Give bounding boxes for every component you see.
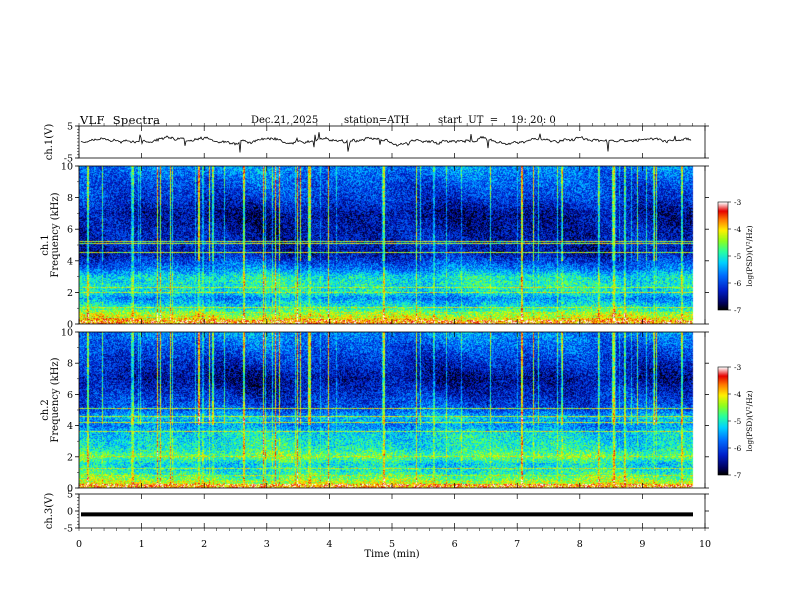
colorbar-tick-label: -6 [734,279,742,288]
ch1-freq-tick-label: 2 [67,288,73,299]
ch1-spectrogram-panel: 0 2 4 6 8 10 ch.1 Frequency (kHz) [40,162,709,331]
ch1-voltage-trace [80,132,692,153]
ch1-spectrogram-y-ticks: 0 2 4 6 8 10 [61,162,709,331]
colorbar-tick-label: -4 [734,225,742,234]
time-tick-label: 2 [201,539,207,550]
ch2-spectrogram-panel: 0 2 4 6 8 10 ch.2 Frequency (kHz) [40,328,709,495]
ch1-colorbar-ticks: -3 -4 -5 -6 -7 [728,198,742,315]
time-tick-label: 10 [699,539,711,550]
ch1-spectrogram-y-label-top: ch.1 [40,234,51,256]
time-tick-label: 7 [514,539,520,550]
ch1-y-tick-label: -5 [64,154,73,165]
ch2-spectrogram-y-label-top: ch.2 [40,399,51,421]
colorbar-tick-label: -7 [734,471,742,480]
ch1-y-ticks: 5 -5 [64,122,709,165]
time-tick-label: 9 [639,539,645,550]
time-tick-label: 4 [326,539,332,550]
colorbar-tick-label: -6 [734,444,742,453]
ch2-spectrogram-y-ticks: 0 2 4 6 8 10 [61,328,709,495]
ch2-freq-tick-label: 6 [67,390,73,401]
ch1-y-tick-label: 5 [67,122,73,133]
ch1-colorbar: -3 -4 -5 -6 -7 log(PSD)(V²/Hz) [717,198,754,315]
ch1-freq-tick-label: 8 [67,193,73,204]
ch3-y-tick-label: -5 [64,524,73,535]
ch3-frame [78,493,706,529]
figure-title: VLF Spectra [80,113,161,127]
ch3-panel: 5 0 -5 ch.3(V) [44,490,709,535]
ch2-colorbar-ticks: -3 -4 -5 -6 -7 [728,363,742,480]
ch1-panel: 5 -5 ch.1(V) [44,122,709,165]
ch2-freq-tick-label: 4 [67,421,73,432]
ch3-y-label: ch.3(V) [44,493,55,530]
colorbar-tick-label: -3 [734,198,742,207]
time-axis-ticks: 0 1 2 3 4 5 6 7 8 9 10 [76,123,711,550]
time-axis-label: Time (min) [364,549,419,560]
colorbar-tick-label: -3 [734,363,742,372]
time-tick-label: 6 [452,539,458,550]
ch2-freq-tick-label: 2 [67,452,73,463]
colorbar-tick-label: -5 [734,417,742,426]
ch1-freq-tick-label: 4 [67,256,73,267]
date-label: Dec.21, 2025 [251,115,319,126]
time-tick-label: 0 [76,539,82,550]
time-tick-label: 5 [389,539,395,550]
ch2-freq-tick-label: 10 [61,328,73,339]
time-tick-label: 3 [264,539,270,550]
time-tick-label: 8 [577,539,583,550]
colorbar-tick-label: -7 [734,306,742,315]
ch2-spectrogram-y-label-bottom: Frequency (kHz) [50,357,61,442]
ch1-y-label: ch.1(V) [44,124,55,161]
ch2-freq-tick-label: 8 [67,359,73,370]
time-tick-label: 1 [139,539,145,550]
ch1-freq-tick-label: 0 [67,320,73,331]
ch3-y-tick-label: 5 [67,490,73,501]
colorbar-tick-label: -5 [734,252,742,261]
station-label: station=ATH [344,115,410,126]
ch2-colorbar: -3 -4 -5 -6 -7 log(PSD)(V²/Hz) [717,363,754,480]
colorbar-tick-label: -4 [734,390,742,399]
ch3-y-tick-label: 0 [67,507,73,518]
ch2-freq-tick-label: 0 [67,484,73,495]
ch1-colorbar-label: log(PSD)(V²/Hz) [745,225,754,286]
ch1-freq-tick-label: 6 [67,225,73,236]
ch1-spectrogram-heatmap [79,166,705,324]
ch1-spectrogram-y-label-bottom: Frequency (kHz) [50,192,61,277]
ch2-colorbar-gradient [718,367,728,475]
start-time-label: start UT = 19: 20: 0 [438,115,556,126]
ch3-y-ticks: 5 0 -5 [64,490,709,535]
ch1-colorbar-gradient [718,202,728,310]
ch1-freq-tick-label: 10 [61,162,73,173]
ch2-spectrogram-heatmap [79,332,705,488]
ch2-colorbar-label: log(PSD)(V²/Hz) [745,390,754,451]
